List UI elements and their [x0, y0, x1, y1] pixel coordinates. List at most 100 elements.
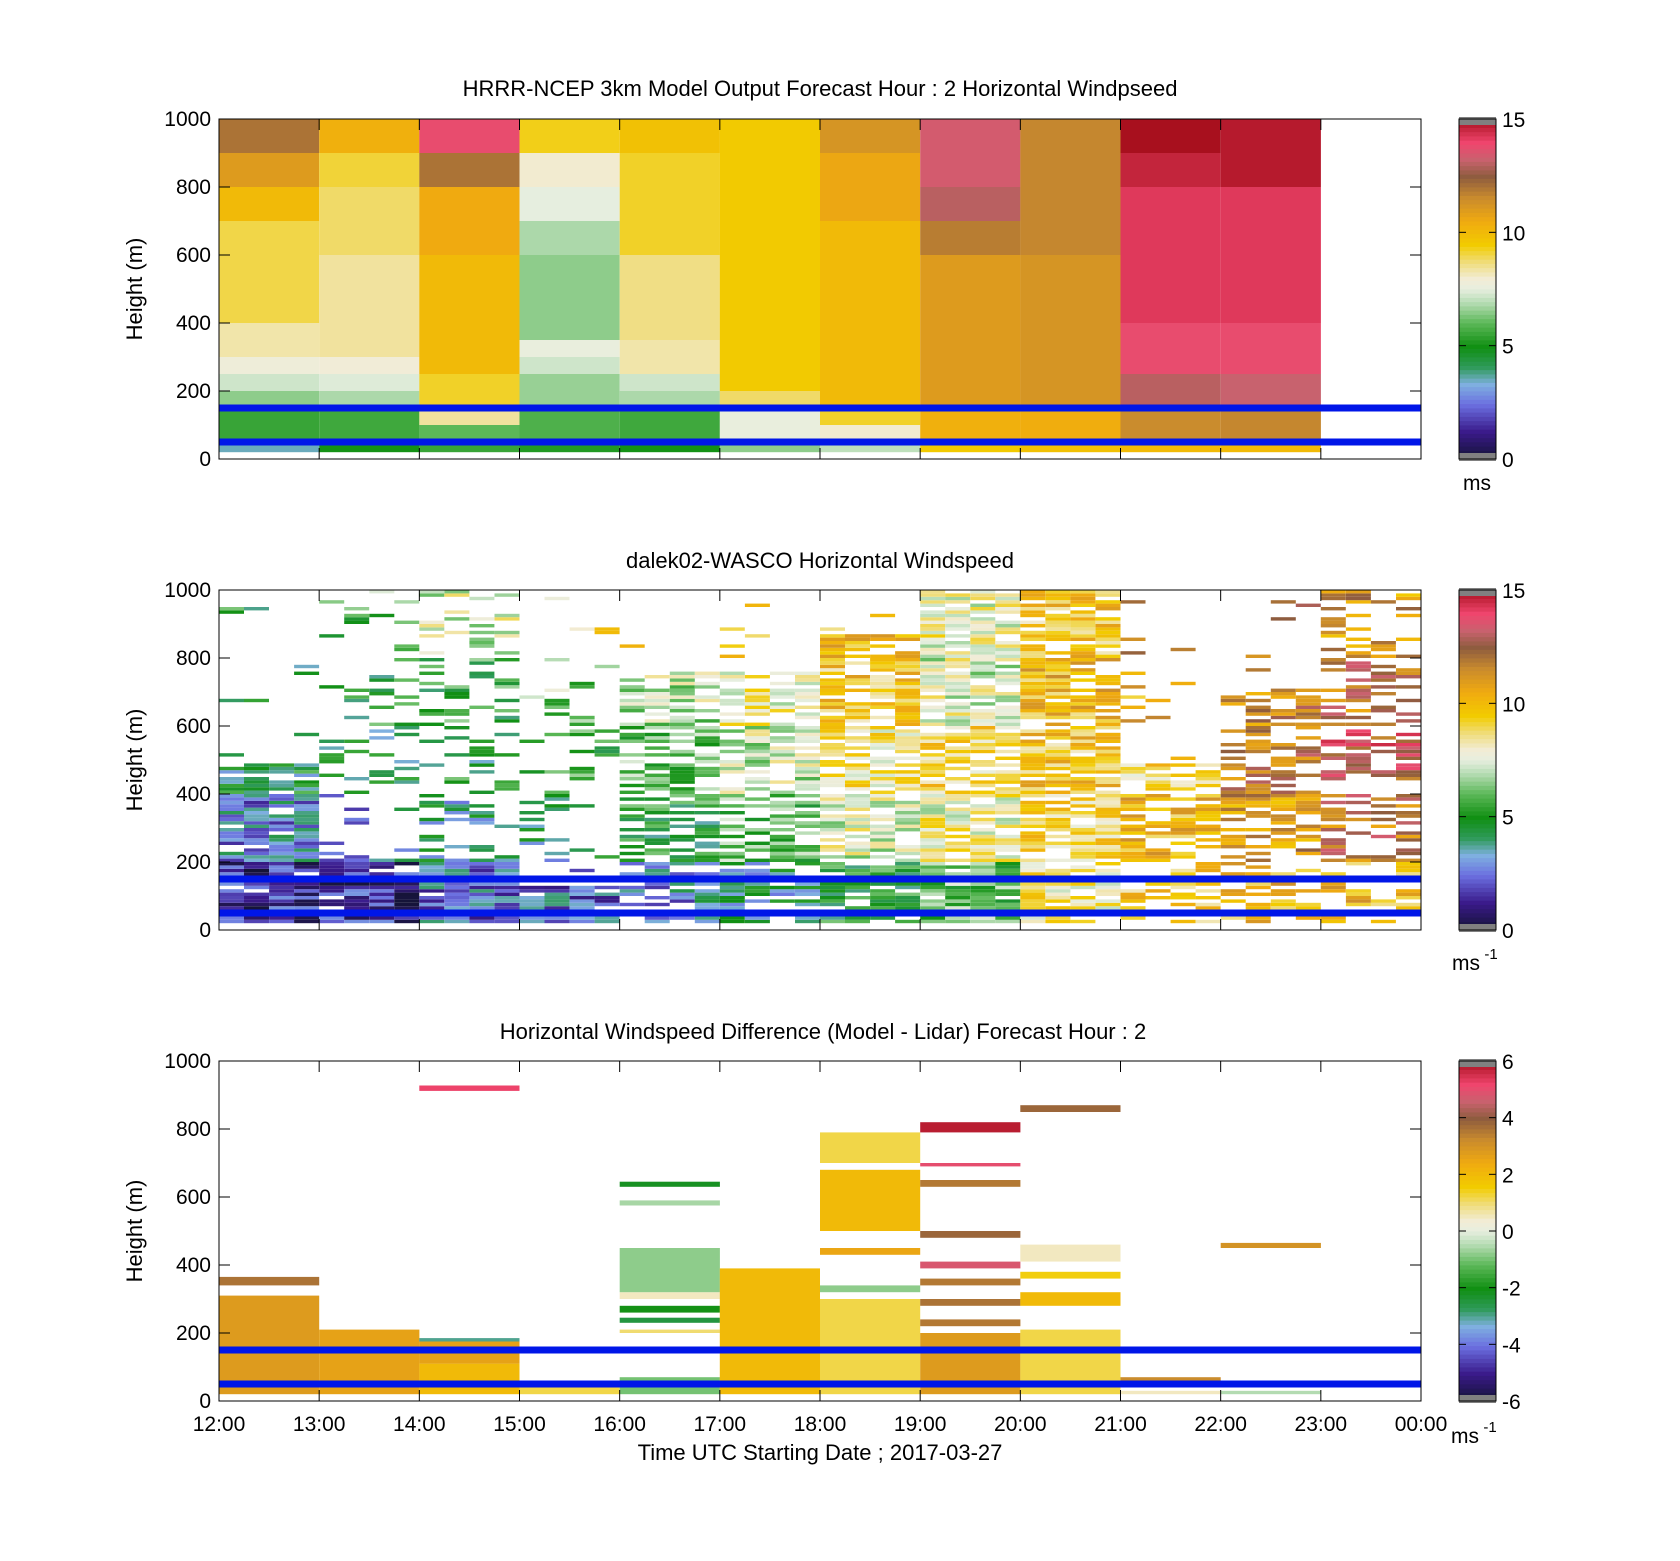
lidar-cell — [669, 896, 695, 900]
lidar-cell — [995, 882, 1021, 886]
lidar-cell — [1045, 777, 1071, 781]
lidar-cell — [1295, 736, 1321, 740]
lidar-cell — [1095, 637, 1121, 641]
lidar-cell — [895, 800, 921, 805]
lidar-cell — [1245, 773, 1271, 777]
lidar-cell — [845, 855, 870, 859]
lidar-cell — [1295, 726, 1321, 730]
lidar-cell — [895, 882, 921, 886]
lidar-cell — [669, 780, 695, 784]
lidar-cell — [970, 736, 996, 740]
colorbar-segment — [1459, 836, 1496, 842]
lidar-cell — [769, 722, 795, 726]
y-tick-label: 400 — [176, 783, 211, 806]
lidar-cell — [920, 851, 946, 856]
lidar-cell — [820, 678, 845, 682]
lidar-cell — [1245, 906, 1271, 910]
lidar-cell — [1396, 868, 1421, 873]
lidar-cell — [744, 828, 770, 832]
lidar-cell — [945, 753, 971, 757]
lidar-cell — [669, 882, 695, 886]
lidar-cell — [1320, 773, 1346, 777]
lidar-cell — [219, 821, 244, 825]
lidar-cell — [1320, 872, 1346, 876]
lidar-cell — [1396, 902, 1421, 907]
colorbar-segment — [1459, 1214, 1496, 1219]
lidar-cell — [945, 828, 971, 832]
lidar-cell — [769, 851, 795, 856]
lidar-cell — [269, 780, 295, 784]
lidar-cell — [1020, 743, 1046, 747]
lidar-cell — [369, 613, 395, 618]
lidar-cell — [1070, 824, 1096, 828]
lidar-cell — [569, 848, 595, 852]
lidar-cell — [945, 644, 971, 648]
lidar-cell — [444, 726, 470, 730]
x-tick-label: 21:00 — [1094, 1413, 1147, 1436]
lidar-cell — [970, 739, 996, 743]
lidar-cell — [820, 763, 845, 767]
lidar-cell — [269, 889, 295, 893]
lidar-cell — [970, 848, 996, 852]
lidar-cell — [820, 709, 845, 713]
lidar-cell — [319, 753, 345, 757]
lidar-cell — [820, 658, 845, 662]
lidar-cell — [945, 800, 971, 805]
lidar-cell — [1020, 658, 1046, 662]
lidar-cell — [1270, 807, 1296, 811]
lidar-cell — [870, 732, 896, 737]
heatmap-cell-0-6-0 — [820, 442, 921, 453]
lidar-cell — [970, 712, 996, 716]
lidar-cell — [419, 838, 445, 842]
colorbar-segment — [1459, 675, 1496, 680]
lidar-cell — [1095, 624, 1121, 628]
lidar-cell — [644, 841, 670, 845]
lidar-cell — [795, 919, 820, 924]
lidar-cell — [970, 661, 996, 665]
lidar-cell — [1095, 868, 1121, 873]
lidar-cell — [970, 817, 996, 822]
lidar-cell — [619, 678, 645, 682]
lidar-cell — [1045, 919, 1071, 924]
lidar-cell — [970, 627, 996, 631]
lidar-cell — [444, 906, 470, 910]
lidar-cell — [820, 698, 845, 703]
lidar-cell — [1095, 756, 1121, 760]
y-tick-label: 1000 — [164, 108, 211, 131]
lidar-cell — [244, 831, 269, 835]
lidar-cell — [1145, 807, 1171, 811]
colorbar-segment — [1459, 352, 1496, 358]
lidar-cell — [369, 675, 395, 679]
lidar-cell — [1070, 596, 1096, 601]
colorbar-segment — [1459, 1320, 1496, 1325]
lidar-cell — [970, 811, 996, 815]
panel-difference-title: Horizontal Windspeed Difference (Model -… — [500, 1019, 1146, 1044]
lidar-cell — [1095, 834, 1121, 839]
lidar-cell — [569, 732, 595, 737]
lidar-cell — [1195, 882, 1221, 886]
colorbar-segment — [1459, 1248, 1496, 1253]
lidar-cell — [419, 627, 445, 631]
lidar-cell — [1245, 719, 1271, 723]
colorbar-segment — [1459, 178, 1496, 184]
lidar-cell — [469, 770, 495, 774]
lidar-cell — [719, 692, 745, 696]
colorbar-segment — [1459, 1116, 1496, 1121]
lidar-cell — [369, 916, 395, 920]
heatmap-cell-2-8-4 — [1020, 1105, 1121, 1112]
lidar-cell — [795, 732, 820, 737]
lidar-cell — [1396, 763, 1421, 767]
colorbar-segment — [1459, 653, 1496, 659]
lidar-cell — [995, 630, 1021, 635]
lidar-cell — [319, 746, 345, 750]
lidar-cell — [1220, 862, 1246, 866]
lidar-cell — [1045, 872, 1071, 876]
lidar-cell — [1320, 807, 1346, 811]
lidar-cell — [845, 688, 870, 692]
lidar-cell — [519, 902, 545, 907]
colorbar-segment — [1459, 611, 1496, 616]
lidar-cell — [494, 824, 520, 828]
lidar-cell — [1295, 749, 1321, 754]
lidar-cell — [945, 865, 971, 869]
lidar-cell — [219, 607, 244, 611]
